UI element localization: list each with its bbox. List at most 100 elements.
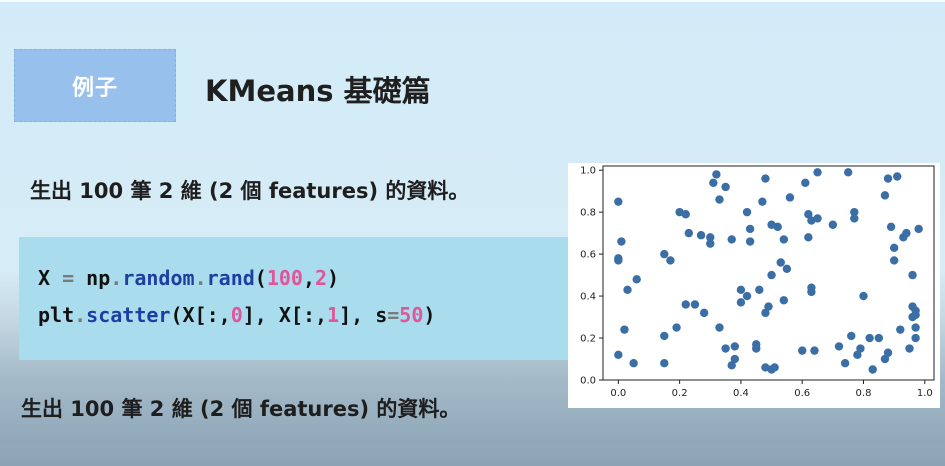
- scatter-point: [911, 333, 920, 343]
- code-token: .: [110, 266, 123, 290]
- scatter-point: [880, 191, 890, 200]
- code-token: 100: [266, 266, 303, 290]
- scatter-point: [893, 172, 902, 181]
- scatter-point: [874, 333, 884, 343]
- scatter-point: [770, 363, 779, 372]
- y-tick-label: 0.8: [580, 208, 596, 219]
- code-token: plt: [38, 303, 75, 327]
- scatter-point: [804, 210, 813, 219]
- scatter-point: [614, 256, 623, 265]
- scatter-point: [752, 344, 761, 353]
- scatter-point: [730, 342, 739, 351]
- code-token: ], s: [339, 303, 388, 327]
- example-badge: 例子: [14, 49, 176, 122]
- scatter-point: [896, 325, 905, 334]
- chart-background: [568, 163, 940, 408]
- code-token: ], X[:,: [242, 303, 328, 327]
- scatter-point: [620, 325, 629, 334]
- scatter-point: [911, 323, 920, 332]
- scatter-point: [801, 178, 810, 187]
- scatter-point: [709, 178, 718, 187]
- code-token: =: [62, 266, 75, 290]
- scatter-point: [614, 197, 623, 206]
- code-token: 2: [315, 266, 328, 290]
- x-tick-label: 0.4: [733, 388, 749, 399]
- scatter-point: [764, 302, 773, 311]
- scatter-point: [868, 365, 877, 374]
- scatter-point: [715, 195, 724, 204]
- scatter-point: [660, 359, 669, 368]
- scatter-point: [715, 323, 724, 332]
- scatter-point: [742, 207, 752, 217]
- scatter-point: [850, 214, 859, 223]
- scatter-point: [804, 233, 813, 242]
- code-token: rand: [206, 266, 255, 290]
- scatter-point: [767, 270, 776, 280]
- scatter-point: [623, 285, 632, 294]
- scatter-point: [721, 344, 730, 353]
- plot-frame: [602, 165, 935, 381]
- code-token: .: [74, 303, 87, 327]
- code-block: X = np.random.rand(100,2) plt.scatter(X[…: [19, 237, 568, 360]
- x-tick-label: 0.0: [610, 388, 626, 399]
- scatter-point: [745, 224, 755, 234]
- code-line-2: plt.scatter(X[:,0], X[:,1], s=50): [38, 303, 435, 327]
- scatter-point: [859, 291, 868, 301]
- scatter-point: [902, 228, 911, 238]
- scatter-point: [706, 233, 715, 242]
- scatter-point: [755, 285, 764, 294]
- code-token: =: [387, 303, 400, 327]
- code-token: (X[:,: [170, 303, 231, 327]
- scatter-point: [865, 333, 874, 343]
- scatter-point: [905, 344, 914, 353]
- scatter-point: [672, 323, 681, 332]
- scatter-point: [883, 348, 893, 357]
- code-token: ): [327, 266, 340, 290]
- scatter-point: [914, 224, 923, 234]
- scatter-point: [850, 207, 859, 217]
- scatter-point: [810, 346, 819, 355]
- scatter-point: [798, 346, 807, 355]
- scatter-point: [773, 222, 782, 232]
- scatter-point: [699, 308, 709, 318]
- scatter-point: [834, 342, 844, 351]
- scatter-point: [843, 168, 853, 177]
- scatter-plot: 0.0 0.2 0.4 0.6 0.8 1.0 0.0 0.2 0.4 0.6 0.8 1.0: [568, 163, 940, 408]
- y-tick-label: 0.0: [580, 376, 596, 387]
- x-tick-label: 0.6: [794, 388, 810, 399]
- scatter-point: [660, 249, 669, 259]
- x-tick-label: 1.0: [917, 388, 933, 399]
- code-token: 1: [327, 303, 340, 327]
- code-token: ,: [302, 266, 315, 290]
- code-line-1: X = np.random.rand(100,2): [38, 266, 339, 290]
- scatter-point: [666, 256, 675, 265]
- scatter-point: [889, 243, 899, 253]
- x-tick-label: 0.8: [856, 388, 872, 399]
- scatter-point: [721, 182, 730, 192]
- scatter-point: [813, 214, 822, 223]
- description-text: 生出 100 筆 2 維 (2 個 features) 的資料。: [30, 179, 470, 203]
- scatter-point: [727, 361, 736, 370]
- scatter-point: [853, 350, 862, 360]
- scatter-point: [745, 237, 755, 246]
- y-tick-label: 1.0: [580, 166, 596, 177]
- code-token: np: [74, 266, 111, 290]
- bottom-divider: [0, 440, 945, 443]
- scatter-point: [779, 235, 789, 244]
- code-token: X: [38, 266, 63, 290]
- code-token: 0: [230, 303, 243, 327]
- scatter-point: [690, 300, 700, 309]
- scatter-point: [712, 170, 721, 179]
- scatter-point: [736, 285, 746, 294]
- scatter-point: [847, 331, 856, 341]
- scatter-point: [779, 296, 789, 305]
- scatter-point: [727, 235, 736, 244]
- scatter-point: [684, 228, 694, 238]
- scatter-point: [886, 222, 896, 232]
- scatter-point: [660, 331, 669, 341]
- scatter-point: [629, 359, 638, 368]
- scatter-point: [785, 193, 795, 202]
- scatter-point: [758, 197, 767, 206]
- scatter-point: [889, 256, 899, 265]
- scatter-point: [681, 300, 690, 309]
